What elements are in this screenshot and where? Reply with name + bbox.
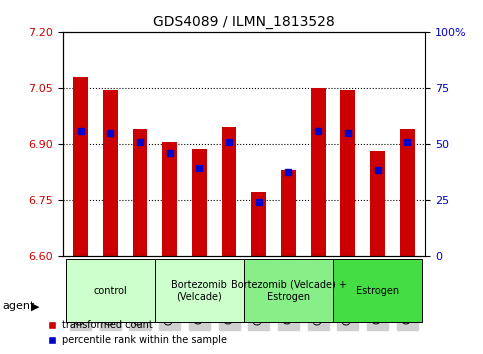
Text: Bortezomib (Velcade) +
Estrogen: Bortezomib (Velcade) + Estrogen — [230, 280, 346, 302]
Text: ▶: ▶ — [31, 301, 40, 311]
Bar — [222, 127, 237, 256]
Bar — [251, 192, 266, 256]
FancyBboxPatch shape — [244, 259, 333, 322]
Bar — [370, 151, 385, 256]
Bar — [400, 129, 414, 256]
Bar — [132, 129, 147, 256]
Bar — [162, 142, 177, 256]
Text: Bortezomib
(Velcade): Bortezomib (Velcade) — [171, 280, 227, 302]
Text: agent: agent — [2, 301, 35, 311]
Bar — [103, 90, 118, 256]
FancyBboxPatch shape — [155, 259, 244, 322]
Text: control: control — [93, 286, 127, 296]
Bar — [341, 90, 355, 256]
Bar — [192, 149, 207, 256]
FancyBboxPatch shape — [66, 259, 155, 322]
Legend: transformed count, percentile rank within the sample: transformed count, percentile rank withi… — [43, 316, 231, 349]
Bar — [73, 76, 88, 256]
FancyBboxPatch shape — [333, 259, 422, 322]
Bar — [311, 88, 326, 256]
Text: Estrogen: Estrogen — [356, 286, 399, 296]
Bar — [281, 170, 296, 256]
Title: GDS4089 / ILMN_1813528: GDS4089 / ILMN_1813528 — [153, 16, 335, 29]
